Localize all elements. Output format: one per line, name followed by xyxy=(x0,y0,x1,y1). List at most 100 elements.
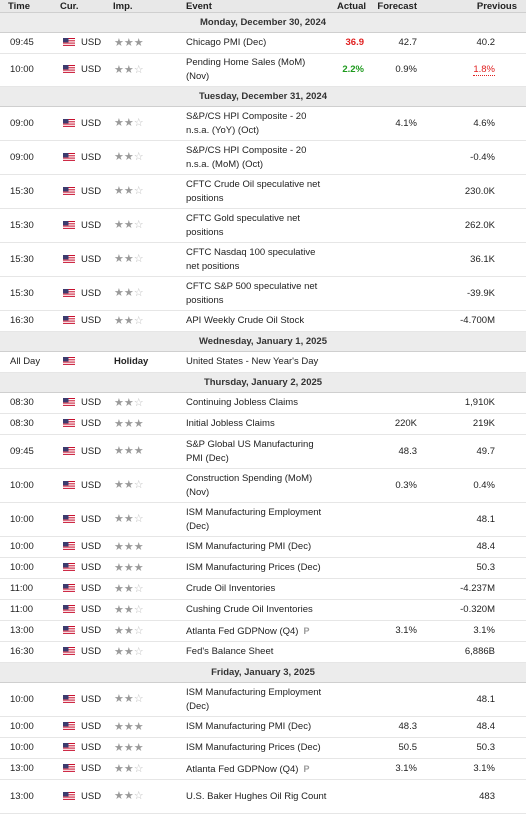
event-name[interactable]: Atlanta Fed GDPNow (Q4) P xyxy=(178,620,329,642)
event-title[interactable]: Crude Oil Inventories xyxy=(186,583,276,594)
event-name[interactable]: CFTC S&P 500 speculative net positions xyxy=(178,276,329,311)
event-row[interactable]: 15:30 USD ★★☆ CFTC S&P 500 speculative net … xyxy=(0,276,526,311)
event-row[interactable]: 15:30 USD ★★☆ CFTC Crude Oil speculative ne… xyxy=(0,174,526,209)
event-name[interactable]: U.S. Baker Hughes Oil Rig Count xyxy=(178,779,329,814)
event-title[interactable]: ISM Manufacturing PMI (Dec) xyxy=(186,541,312,552)
star-filled-icon: ★ xyxy=(123,720,134,733)
importance: ★★★ xyxy=(105,434,178,469)
event-row[interactable]: 10:00 USD ★★★ ISM Manufacturing Prices (Dec… xyxy=(0,737,526,759)
event-title[interactable]: Atlanta Fed GDPNow (Q4) xyxy=(186,625,299,637)
event-title[interactable]: CFTC S&P 500 speculative net positions xyxy=(186,280,318,306)
event-name[interactable]: Atlanta Fed GDPNow (Q4) P xyxy=(178,758,329,780)
previous-value: 50.3 xyxy=(421,557,526,579)
event-row[interactable]: 13:00 USD ★★☆ U.S. Baker Hughes Oil Rig Cou… xyxy=(0,779,526,814)
event-title[interactable]: S&P/CS HPI Composite - 20 n.s.a. (YoY) (… xyxy=(186,110,307,136)
event-title[interactable]: ISM Manufacturing Prices (Dec) xyxy=(186,562,321,573)
event-row[interactable]: 10:00 USD ★★★ ISM Manufacturing PMI (Dec) 48… xyxy=(0,716,526,738)
event-title[interactable]: Continuing Jobless Claims xyxy=(186,397,298,408)
event-title[interactable]: United States - New Year's Day xyxy=(186,356,319,367)
event-title[interactable]: ISM Manufacturing Prices (Dec) xyxy=(186,742,321,753)
event-row[interactable]: 10:00 USD ★★★ ISM Manufacturing Prices (Dec… xyxy=(0,557,526,579)
column-header-time[interactable]: Time xyxy=(0,0,52,13)
event-title[interactable]: Fed's Balance Sheet xyxy=(186,646,274,657)
event-title[interactable]: S&P/CS HPI Composite - 20 n.s.a. (MoM) (… xyxy=(186,144,307,170)
event-title[interactable]: Atlanta Fed GDPNow (Q4) xyxy=(186,763,299,775)
event-name[interactable]: Construction Spending (MoM) (Nov) xyxy=(178,468,329,503)
event-row[interactable]: 16:30 USD ★★☆ API Weekly Crude Oil Stock -4.… xyxy=(0,310,526,332)
event-name[interactable]: ISM Manufacturing Prices (Dec) xyxy=(178,737,329,759)
event-title[interactable]: API Weekly Crude Oil Stock xyxy=(186,315,305,326)
event-name[interactable]: Pending Home Sales (MoM) (Nov) xyxy=(178,53,329,87)
event-name[interactable]: S&P/CS HPI Composite - 20 n.s.a. (MoM) (… xyxy=(178,140,329,175)
event-title[interactable]: Chicago PMI (Dec) xyxy=(186,37,267,48)
event-row[interactable]: 10:00 USD ★★☆ Pending Home Sales (MoM) (Nov… xyxy=(0,53,526,87)
column-header-previous[interactable]: Previous xyxy=(421,0,526,13)
event-title[interactable]: CFTC Gold speculative net positions xyxy=(186,212,301,238)
event-title[interactable]: Initial Jobless Claims xyxy=(186,418,275,429)
column-header-actual[interactable]: Actual xyxy=(329,0,367,13)
event-name[interactable]: Initial Jobless Claims xyxy=(178,413,329,435)
event-name[interactable]: ISM Manufacturing Employment (Dec) xyxy=(178,502,329,537)
event-name[interactable]: Crude Oil Inventories xyxy=(178,578,329,600)
previous-text: 48.4 xyxy=(476,721,496,732)
column-header-currency[interactable]: Cur. xyxy=(52,0,105,13)
event-title[interactable]: Cushing Crude Oil Inventories xyxy=(186,604,313,615)
event-title[interactable]: Pending Home Sales (MoM) (Nov) xyxy=(186,57,306,82)
event-row[interactable]: All Day Holiday United States - New Year's… xyxy=(0,351,526,373)
event-name[interactable]: Fed's Balance Sheet xyxy=(178,641,329,663)
importance: ★★☆ xyxy=(105,468,178,503)
event-row[interactable]: 13:00 USD ★★☆ Atlanta Fed GDPNow (Q4) P 3.1% 3… xyxy=(0,758,526,780)
event-row[interactable]: 15:30 USD ★★☆ CFTC Nasdaq 100 speculative n… xyxy=(0,242,526,277)
event-row[interactable]: 08:30 USD ★★☆ Continuing Jobless Claims 1,91… xyxy=(0,392,526,414)
event-name[interactable]: United States - New Year's Day xyxy=(178,351,329,373)
event-title[interactable]: S&P Global US Manufacturing PMI (Dec) xyxy=(186,438,314,464)
event-row[interactable]: 10:00 USD ★★★ ISM Manufacturing PMI (Dec) 48… xyxy=(0,536,526,558)
event-name[interactable]: API Weekly Crude Oil Stock xyxy=(178,310,329,332)
event-name[interactable]: CFTC Crude Oil speculative net positions xyxy=(178,174,329,209)
previous-value: 219K xyxy=(421,413,526,435)
event-row[interactable]: 11:00 USD ★★☆ Cushing Crude Oil Inventories… xyxy=(0,599,526,621)
event-row[interactable]: 15:30 USD ★★☆ CFTC Gold speculative net pos… xyxy=(0,208,526,243)
event-title[interactable]: U.S. Baker Hughes Oil Rig Count xyxy=(186,790,327,802)
event-name[interactable]: ISM Manufacturing Employment (Dec) xyxy=(178,682,329,717)
column-header-event[interactable]: Event xyxy=(178,0,329,13)
event-name[interactable]: CFTC Nasdaq 100 speculative net position… xyxy=(178,242,329,277)
column-header-forecast[interactable]: Forecast xyxy=(367,0,421,13)
event-title[interactable]: ISM Manufacturing Employment (Dec) xyxy=(186,686,322,712)
event-row[interactable]: 08:30 USD ★★★ Initial Jobless Claims 220K 219… xyxy=(0,413,526,435)
event-name[interactable]: ISM Manufacturing PMI (Dec) xyxy=(178,536,329,558)
event-row[interactable]: 10:00 USD ★★☆ ISM Manufacturing Employment … xyxy=(0,502,526,537)
event-row[interactable]: 09:00 USD ★★☆ S&P/CS HPI Composite - 20 n.s… xyxy=(0,140,526,175)
event-row[interactable]: 13:00 USD ★★☆ Atlanta Fed GDPNow (Q4) P 3.1% 3… xyxy=(0,620,526,642)
us-flag-icon xyxy=(63,220,75,229)
event-row[interactable]: 16:30 USD ★★☆ Fed's Balance Sheet 6,886B xyxy=(0,641,526,663)
forecast-value xyxy=(367,276,421,311)
event-name[interactable]: S&P Global US Manufacturing PMI (Dec) xyxy=(178,434,329,469)
previous-text[interactable]: 1.8% xyxy=(473,64,495,76)
importance: Holiday xyxy=(105,351,178,373)
event-title[interactable]: ISM Manufacturing Employment (Dec) xyxy=(186,506,322,532)
event-title[interactable]: Construction Spending (MoM) (Nov) xyxy=(186,472,313,498)
us-flag-icon xyxy=(63,583,75,592)
event-row[interactable]: 09:45 USD ★★★ S&P Global US Manufacturing P… xyxy=(0,434,526,469)
event-row[interactable]: 09:45 USD ★★★ Chicago PMI (Dec) 36.9 42.7 40.2 xyxy=(0,32,526,54)
event-name[interactable]: Chicago PMI (Dec) xyxy=(178,32,329,54)
event-row[interactable]: 10:00 USD ★★☆ Construction Spending (MoM) (… xyxy=(0,468,526,503)
event-name[interactable]: S&P/CS HPI Composite - 20 n.s.a. (YoY) (… xyxy=(178,106,329,141)
event-row[interactable]: 11:00 USD ★★☆ Crude Oil Inventories -4.237M xyxy=(0,578,526,600)
event-title[interactable]: ISM Manufacturing PMI (Dec) xyxy=(186,721,312,732)
event-row[interactable]: 10:00 USD ★★☆ ISM Manufacturing Employment … xyxy=(0,682,526,717)
event-name[interactable]: Continuing Jobless Claims xyxy=(178,392,329,414)
us-flag-icon xyxy=(63,186,75,195)
event-name[interactable]: CFTC Gold speculative net positions xyxy=(178,208,329,243)
event-name[interactable]: ISM Manufacturing Prices (Dec) xyxy=(178,557,329,579)
event-name[interactable]: ISM Manufacturing PMI (Dec) xyxy=(178,716,329,738)
event-title[interactable]: CFTC Crude Oil speculative net positions xyxy=(186,178,321,204)
previous-value: 1.8% xyxy=(421,53,526,87)
column-header-importance[interactable]: Imp. xyxy=(105,0,178,13)
event-title[interactable]: CFTC Nasdaq 100 speculative net position… xyxy=(186,246,316,272)
event-row[interactable]: 09:00 USD ★★☆ S&P/CS HPI Composite - 20 n.s… xyxy=(0,106,526,141)
event-name[interactable]: Cushing Crude Oil Inventories xyxy=(178,599,329,621)
previous-value: 230.0K xyxy=(421,174,526,209)
actual-value xyxy=(329,536,367,558)
